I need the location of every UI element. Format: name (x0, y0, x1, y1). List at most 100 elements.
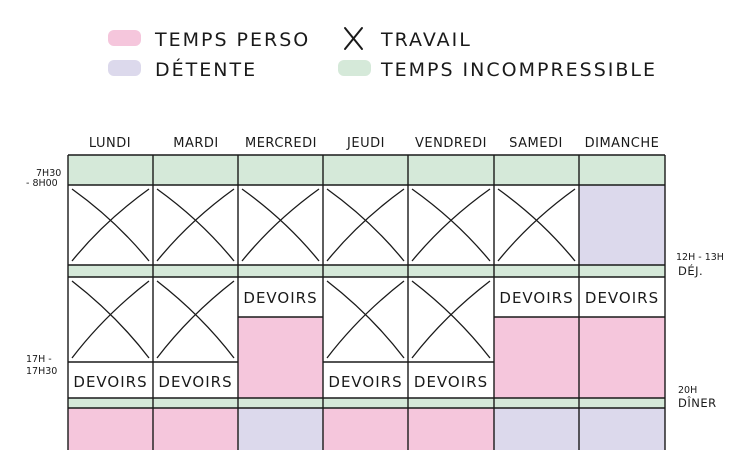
evening-samedi-cell (494, 408, 579, 450)
evening-mercredi-cell (238, 408, 323, 450)
lunch-samedi-cell (494, 265, 579, 277)
lunch-jeudi-cell (323, 265, 408, 277)
schedule-grid: DEVOIRS DEVOIRS DEVOIRS DEVOIRS DEVOIRS DEVOI… (67, 154, 666, 450)
pm_bottom-lundi-devoirs-label: DEVOIRS (73, 373, 147, 391)
pm_top-dimanche-devoirs-label: DEVOIRS (585, 289, 659, 307)
pm_top-jeudi-cross-stroke-b (326, 280, 405, 359)
dinner-samedi-cell (494, 398, 579, 408)
pm_top-lundi-cross-stroke-b (71, 280, 150, 359)
am-samedi-cross-stroke-a (497, 188, 576, 262)
am-jeudi-cross-stroke-a (326, 188, 405, 262)
dinner-jeudi-cell (323, 398, 408, 408)
legend-swatch-detente (108, 60, 141, 76)
time-label-dinner: DÎNER (678, 395, 717, 410)
am-mardi-cross-stroke-a (156, 188, 235, 262)
lunch-dimanche-cell (579, 265, 665, 277)
dinner-lundi-cell (68, 398, 153, 408)
am-mercredi-cross-stroke-a (241, 188, 320, 262)
pm_bottom-mercredi-cell (238, 317, 323, 398)
evening-mardi-cell (153, 408, 238, 450)
am-lundi-cross-stroke-a (71, 188, 150, 262)
pm_bottom-vendredi-devoirs-label: DEVOIRS (414, 373, 488, 391)
pm_top-samedi-cell (494, 277, 579, 317)
evening-lundi-cell (68, 408, 153, 450)
morning-mercredi-cell (238, 155, 323, 185)
am-mercredi-cell (238, 185, 323, 265)
pm_top-mardi-cross-stroke-b (156, 280, 235, 359)
pm_top-lundi-cell (68, 277, 153, 362)
pm_bottom-vendredi-cell (408, 362, 494, 398)
lunch-vendredi-cell (408, 265, 494, 277)
day-headers: LUNDI MARDI MERCREDI JEUDI VENDREDI SAME… (89, 136, 659, 151)
pm_bottom-jeudi-cell (323, 362, 408, 398)
pm_bottom-jeudi-devoirs-label: DEVOIRS (328, 373, 402, 391)
pm_top-vendredi-cross-stroke-a (411, 280, 491, 359)
evening-dimanche-cell (579, 408, 665, 450)
evening-vendredi-cell (408, 408, 494, 450)
cross-icon (344, 27, 363, 50)
pm-blocks-lundi: DEVOIRS (68, 277, 153, 398)
time-label-afternoon-end: 17H30 (26, 366, 57, 377)
pm_top-dimanche-cell (579, 277, 665, 317)
pm_top-mardi-cell (153, 277, 238, 362)
evening-jeudi-cell (323, 408, 408, 450)
am-jeudi-cell (323, 185, 408, 265)
day-label-jeudi: JEUDI (346, 136, 385, 151)
morning-dimanche-cell (579, 155, 665, 185)
pm_top-vendredi-cell (408, 277, 494, 362)
pm-blocks-mardi: DEVOIRS (153, 277, 238, 398)
am-lundi-cell (68, 185, 153, 265)
legend: TEMPS PERSO TRAVAIL DÉTENTE TEMPS INCOMP… (108, 27, 657, 81)
time-label-morning-end: - 8H00 (26, 178, 58, 189)
am-vendredi-cross-stroke-a (411, 188, 491, 262)
pm_bottom-lundi-cell (68, 362, 153, 398)
legend-swatch-temps-perso (108, 30, 141, 46)
am-dimanche-cell (579, 185, 665, 265)
pm_top-lundi-cross-stroke-a (71, 280, 150, 359)
pm_top-mardi-cross-stroke-a (156, 280, 235, 359)
am-mardi-cell (153, 185, 238, 265)
am-vendredi-cross-stroke-b (411, 188, 491, 262)
am-jeudi-cross-stroke-b (326, 188, 405, 262)
am-samedi-cell (494, 185, 579, 265)
am-samedi-cross-stroke-b (497, 188, 576, 262)
dinner-mercredi-cell (238, 398, 323, 408)
am-mercredi-cross-stroke-b (241, 188, 320, 262)
pm_top-samedi-devoirs-label: DEVOIRS (499, 289, 573, 307)
lunch-mercredi-cell (238, 265, 323, 277)
time-label-lunch-hours: 12H - 13H (676, 252, 724, 263)
legend-label-temps-incompressible: TEMPS INCOMPRESSIBLE (380, 59, 657, 81)
lunch-mardi-cell (153, 265, 238, 277)
morning-vendredi-cell (408, 155, 494, 185)
day-label-mardi: MARDI (173, 136, 219, 151)
morning-samedi-cell (494, 155, 579, 185)
pm_top-vendredi-cross-stroke-b (411, 280, 491, 359)
legend-label-travail: TRAVAIL (380, 29, 472, 51)
dinner-vendredi-cell (408, 398, 494, 408)
legend-label-detente: DÉTENTE (155, 58, 257, 81)
day-label-vendredi: VENDREDI (415, 136, 487, 151)
time-label-afternoon-start: 17H - (26, 354, 52, 365)
time-label-morning-start: 7H30 (36, 168, 61, 179)
pm-blocks-vendredi: DEVOIRS (408, 277, 494, 398)
time-label-lunch: DÉJ. (678, 263, 703, 278)
morning-lundi-cell (68, 155, 153, 185)
day-label-samedi: SAMEDI (509, 136, 563, 151)
am-vendredi-cell (408, 185, 494, 265)
legend-swatch-temps-incompressible (338, 60, 371, 76)
day-label-mercredi: MERCREDI (245, 136, 317, 151)
lunch-lundi-cell (68, 265, 153, 277)
am-lundi-cross-stroke-b (71, 188, 150, 262)
dinner-dimanche-cell (579, 398, 665, 408)
pm-blocks-jeudi: DEVOIRS (323, 277, 408, 398)
pm_bottom-samedi-cell (494, 317, 579, 398)
pm_bottom-mardi-devoirs-label: DEVOIRS (158, 373, 232, 391)
day-label-dimanche: DIMANCHE (585, 136, 660, 151)
dinner-mardi-cell (153, 398, 238, 408)
pm_top-jeudi-cross-stroke-a (326, 280, 405, 359)
time-label-dinner-hour: 20H (678, 385, 697, 396)
day-label-lundi: LUNDI (89, 136, 131, 151)
pm_top-mercredi-devoirs-label: DEVOIRS (243, 289, 317, 307)
pm_top-jeudi-cell (323, 277, 408, 362)
